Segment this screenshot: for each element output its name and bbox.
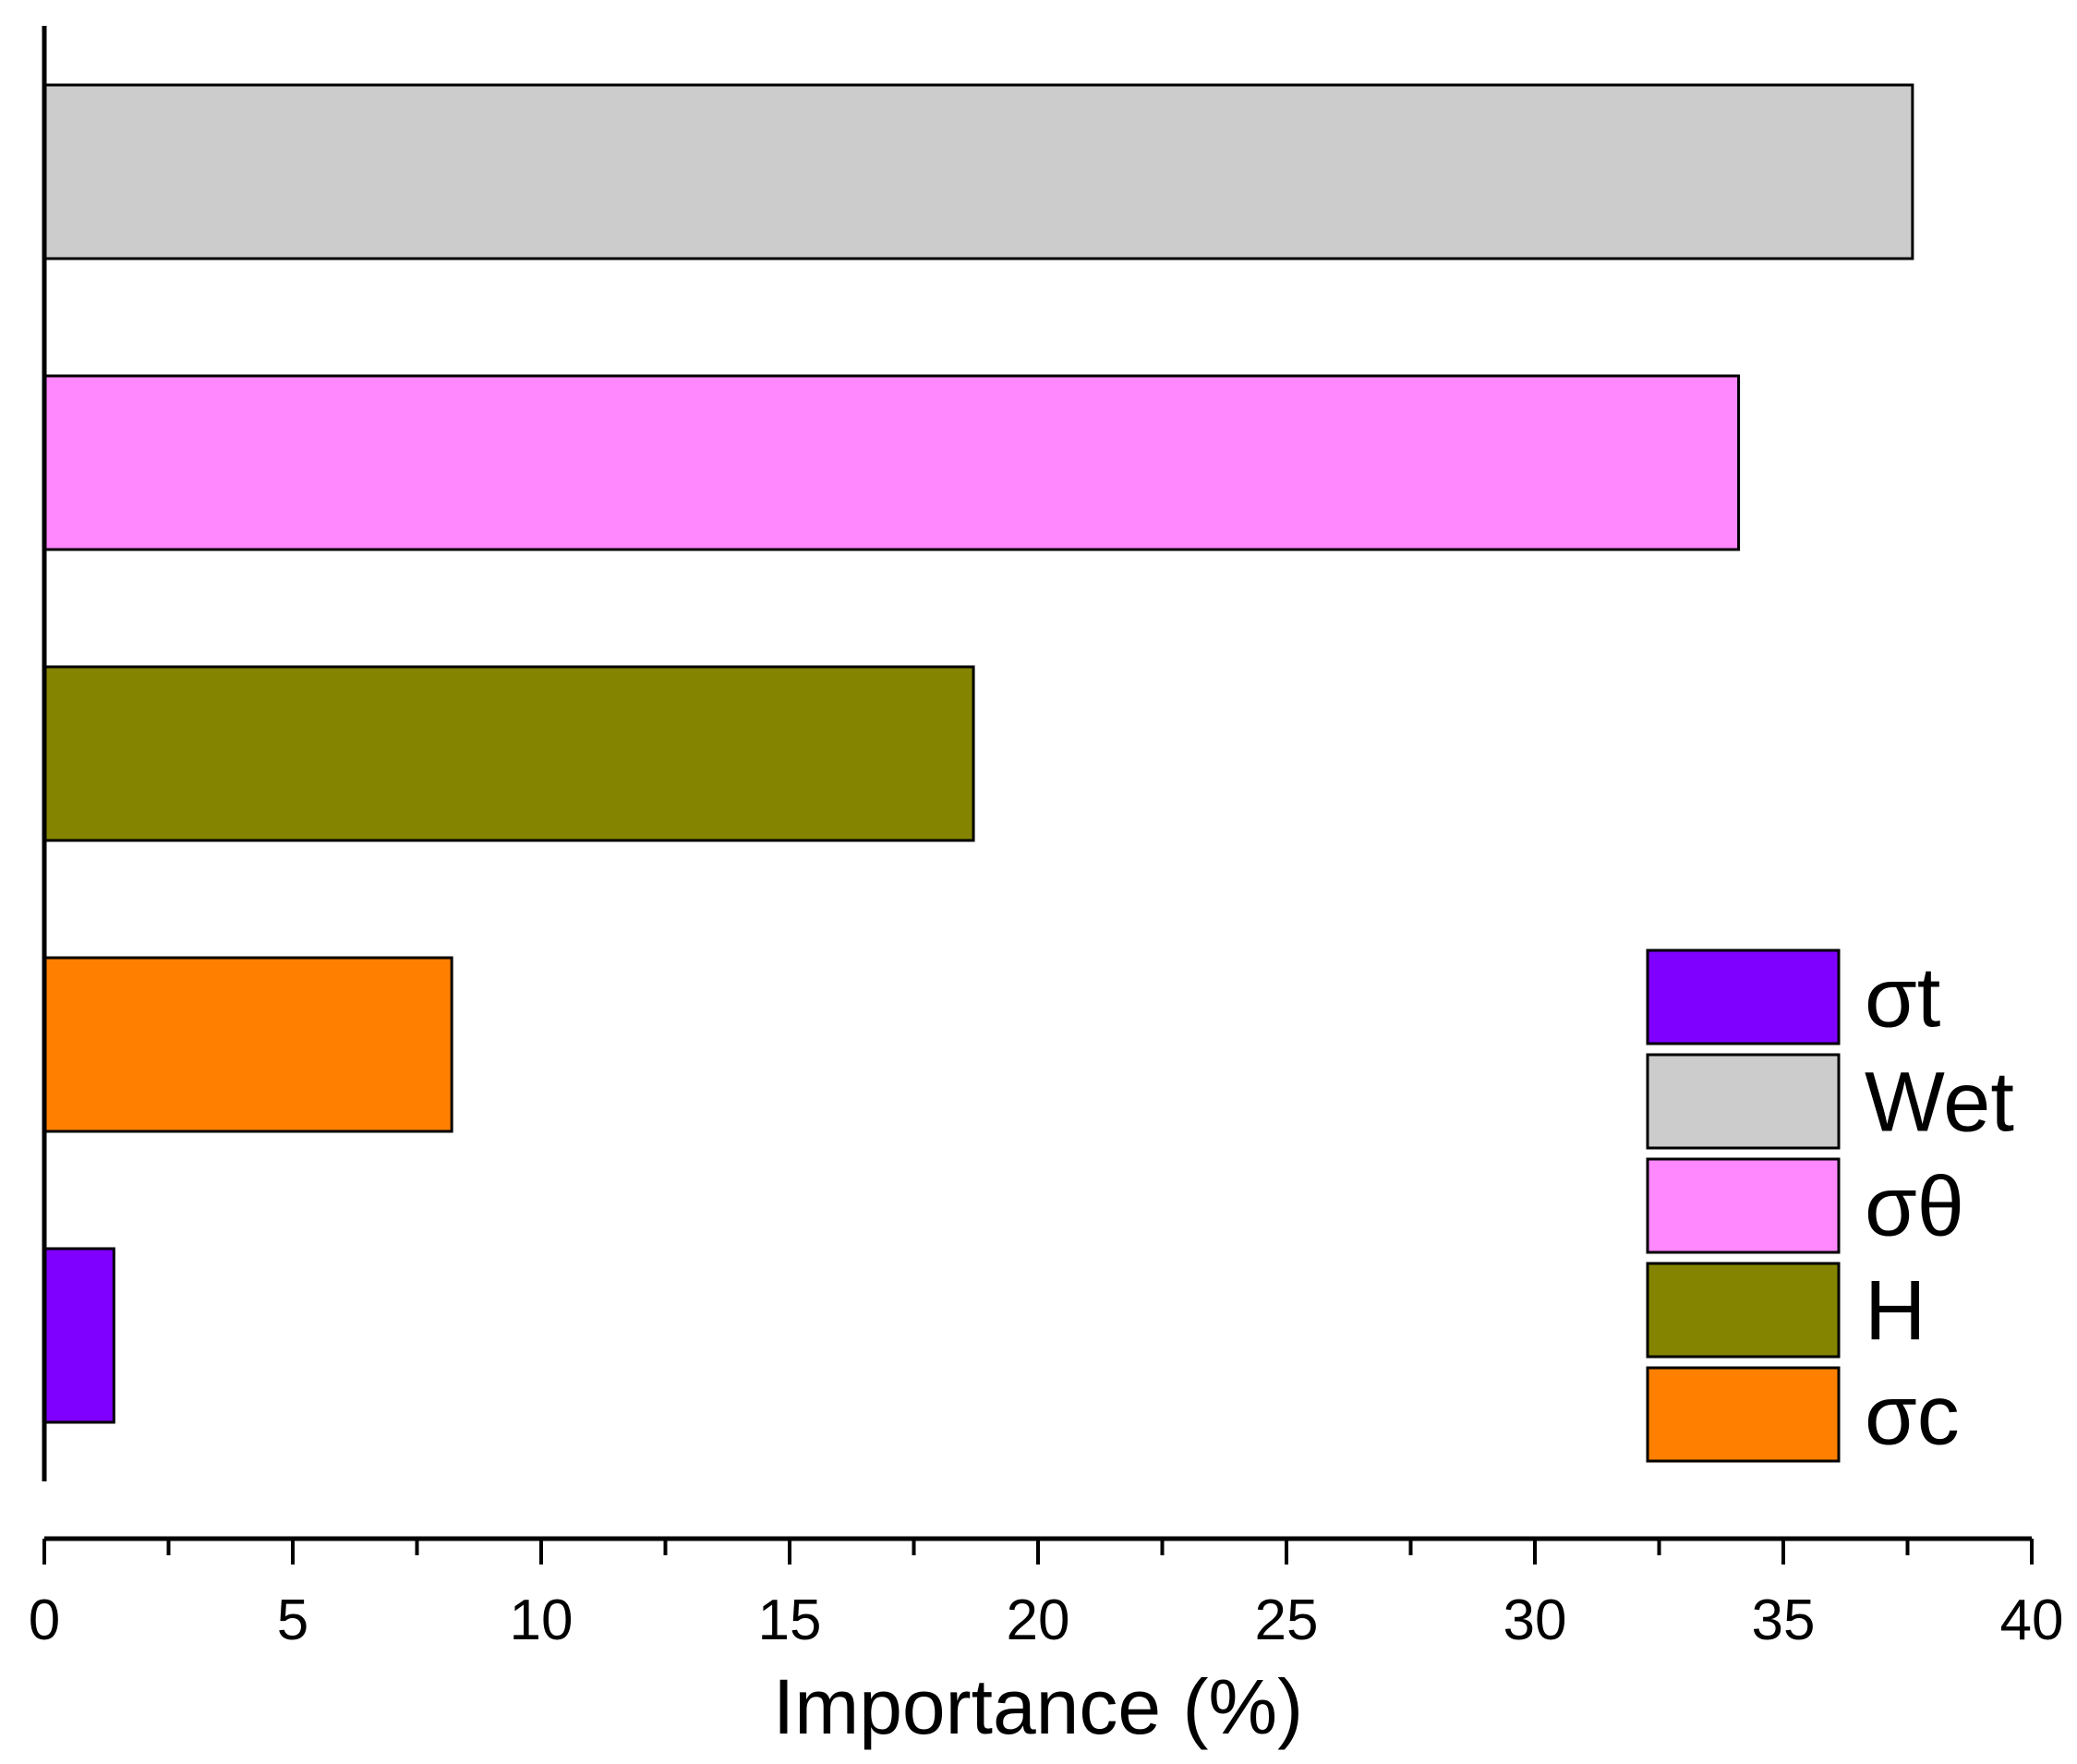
legend: σt Wet σθ Hσc [1646, 948, 2014, 1463]
legend-swatch-3 [1646, 1262, 1841, 1359]
tick-label-0: 0 [29, 1589, 60, 1652]
legend-label-0: σt [1865, 951, 1940, 1045]
bar-1 [42, 374, 1741, 551]
tick-label-1: 5 [277, 1589, 308, 1652]
tick-label-7: 35 [1752, 1589, 1816, 1652]
bar-2 [42, 665, 975, 842]
x-axis-title: Importance (%) [773, 1663, 1303, 1750]
tick-label-8: 40 [2000, 1589, 2064, 1652]
tick-label-6: 30 [1503, 1589, 1567, 1652]
tick-label-5: 25 [1255, 1589, 1319, 1652]
legend-label-3: H [1865, 1264, 1926, 1359]
legend-swatch-1 [1646, 1053, 1841, 1150]
legend-label-1: Wet [1865, 1056, 2014, 1150]
legend-label-2: σθ [1865, 1160, 1964, 1254]
bar-3 [42, 956, 453, 1133]
legend-swatch-2 [1646, 1157, 1841, 1254]
x-axis-ticks [42, 1539, 2034, 1565]
tick-label-4: 20 [1007, 1589, 1070, 1652]
legend-swatch-0 [1646, 948, 1841, 1045]
x-axis-tick-labels: 0 5 10 15 20 25 30 35 40 [29, 1589, 2064, 1652]
bar-0 [42, 83, 1914, 260]
bars-layer [42, 83, 1914, 1424]
tick-label-2: 10 [510, 1589, 574, 1652]
legend-label-4: σc [1865, 1369, 1960, 1463]
legend-swatch-4 [1646, 1366, 1841, 1463]
bar-4 [42, 1247, 115, 1424]
tick-label-3: 15 [758, 1589, 822, 1652]
